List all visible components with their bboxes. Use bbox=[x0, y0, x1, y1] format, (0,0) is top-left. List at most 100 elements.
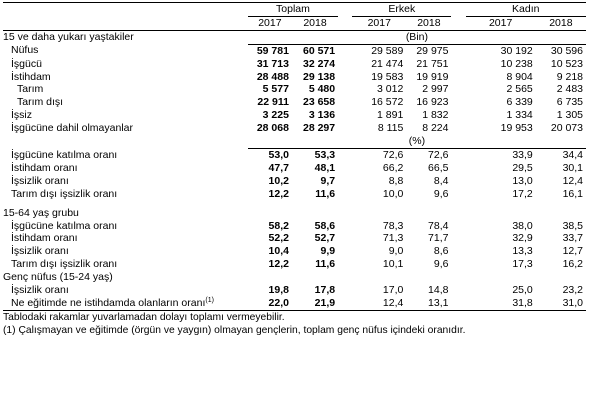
value-cell: 10,1 bbox=[382, 258, 404, 271]
table-row: İstihdam oranı 52,2 52,7 71,3 71,7 32,9 33,7 bbox=[3, 232, 586, 245]
table-row: İşgücüne dahil olmayanlar 28 068 28 297 8 1… bbox=[3, 122, 586, 135]
value-cell: 78,3 bbox=[382, 219, 404, 232]
value-cell: 9,9 bbox=[320, 245, 336, 258]
value-cell: 19,8 bbox=[268, 284, 289, 297]
value-cell: 10,2 bbox=[268, 174, 289, 187]
row-label: Tarım dışı işsizlik oranı bbox=[11, 258, 118, 271]
value-cell: 3 225 bbox=[262, 109, 289, 122]
value-cell: 19 953 bbox=[500, 122, 533, 135]
value-cell: 34,4 bbox=[562, 148, 583, 161]
section-title-row: 15 ve daha yukarı yaştakiler (Bin) bbox=[3, 30, 586, 45]
row-label: Tarım dışı işsizlik oranı bbox=[11, 187, 118, 200]
value-cell: 1 891 bbox=[377, 109, 404, 122]
value-cell: 58,6 bbox=[314, 219, 336, 232]
table-row: Tarım dışı 22 911 23 658 16 572 16 923 6 339 6… bbox=[3, 96, 586, 109]
group-header-erkek: Erkek bbox=[352, 2, 452, 17]
row-label: İşgücüne dahil olmayanlar bbox=[11, 122, 133, 135]
value-cell: 12,2 bbox=[268, 258, 289, 271]
table-row: İşsizlik oranı 10,4 9,9 9,0 8,6 13,3 12,7 bbox=[3, 245, 586, 258]
section-title-row: 15-64 yaş grubu bbox=[3, 207, 586, 220]
value-cell: 28 488 bbox=[256, 70, 289, 83]
value-cell: 12,7 bbox=[562, 245, 583, 258]
row-label: İstihdam oranı bbox=[11, 232, 78, 245]
value-cell: 13,0 bbox=[512, 174, 533, 187]
value-cell: 31,8 bbox=[465, 296, 536, 311]
value-cell: 2 997 bbox=[422, 83, 449, 96]
value-cell: 31,0 bbox=[535, 296, 586, 311]
value-cell: 72,6 bbox=[382, 148, 404, 161]
value-cell: 31 713 bbox=[256, 57, 289, 70]
value-cell: 28 297 bbox=[302, 122, 336, 135]
value-cell: 38,0 bbox=[512, 219, 533, 232]
row-label: İşgücüne katılma oranı bbox=[11, 148, 118, 161]
table-row: İşsizlik oranı 19,8 17,8 17,0 14,8 25,0 23,2 bbox=[3, 284, 586, 297]
value-cell: 17,3 bbox=[512, 258, 533, 271]
table-row: Tarım 5 577 5 480 3 012 2 997 2 565 2 483 bbox=[3, 83, 586, 96]
value-cell: 30,1 bbox=[562, 161, 583, 174]
value-cell: 17,0 bbox=[382, 284, 404, 297]
value-cell: 8,8 bbox=[388, 174, 404, 187]
value-cell: 8 904 bbox=[506, 70, 533, 83]
section-title: 15-64 yaş grubu bbox=[3, 206, 79, 219]
value-cell: 2 483 bbox=[556, 83, 583, 96]
value-cell: 6 339 bbox=[506, 96, 533, 109]
value-cell: 66,2 bbox=[382, 161, 404, 174]
value-cell: 12,2 bbox=[268, 187, 289, 200]
value-cell: 11,6 bbox=[315, 187, 336, 200]
value-cell: 9,0 bbox=[388, 245, 404, 258]
value-cell: 13,1 bbox=[406, 296, 452, 311]
unit-row: (%) bbox=[3, 135, 586, 149]
value-cell: 10,4 bbox=[268, 245, 289, 258]
table-row: İşgücüne katılma oranı 53,0 53,3 72,6 72,6 33… bbox=[3, 148, 586, 161]
value-cell: 10,0 bbox=[382, 187, 404, 200]
value-cell: 9,6 bbox=[433, 187, 449, 200]
year-header: 2018 bbox=[291, 16, 339, 31]
value-cell: 29 589 bbox=[371, 44, 404, 57]
value-cell: 32,9 bbox=[512, 232, 533, 245]
footnote-neet-definition: (1) Çalışmayan ve eğitimde (örgün ve yay… bbox=[3, 324, 466, 336]
value-cell: 53,3 bbox=[314, 148, 336, 161]
value-cell: 8,4 bbox=[433, 174, 449, 187]
value-cell: 16,2 bbox=[562, 258, 583, 271]
value-cell: 21,9 bbox=[291, 296, 339, 311]
value-cell: 19 919 bbox=[416, 70, 449, 83]
value-cell: 71,3 bbox=[382, 232, 404, 245]
table-row: İşgücüne katılma oranı 58,2 58,6 78,3 78,4 38… bbox=[3, 220, 586, 233]
table-row: Tarım dışı işsizlik oranı 12,2 11,6 10,0 9,6… bbox=[3, 188, 586, 201]
value-cell: 30 596 bbox=[550, 44, 583, 57]
value-cell: 9,7 bbox=[320, 174, 336, 187]
value-cell: 28 068 bbox=[256, 122, 289, 135]
value-cell: 22,0 bbox=[247, 296, 292, 311]
value-cell: 23 658 bbox=[302, 96, 336, 109]
row-label: İstihdam oranı bbox=[11, 161, 78, 174]
section-title-row: Genç nüfus (15-24 yaş) bbox=[3, 271, 586, 284]
year-header: 2017 bbox=[352, 16, 407, 31]
year-header: 2017 bbox=[247, 16, 292, 31]
value-cell: 9 218 bbox=[556, 70, 583, 83]
table-row: İşsiz 3 225 3 136 1 891 1 832 1 334 1 305 bbox=[3, 109, 586, 122]
value-cell: 25,0 bbox=[512, 284, 533, 297]
table-row: İstihdam oranı 47,7 48,1 66,2 66,5 29,5 30,1 bbox=[3, 162, 586, 175]
row-label: İşsizlik oranı bbox=[11, 245, 69, 258]
value-cell: 38,5 bbox=[562, 219, 583, 232]
year-header: 2018 bbox=[406, 16, 452, 31]
row-label: Tarım bbox=[17, 83, 44, 96]
value-cell: 59 781 bbox=[256, 44, 289, 57]
value-cell: 11,6 bbox=[315, 258, 336, 271]
year-header: 2017 bbox=[465, 16, 536, 31]
value-cell: 5 480 bbox=[308, 83, 336, 96]
value-cell: 52,2 bbox=[268, 232, 289, 245]
value-cell: 13,3 bbox=[512, 245, 533, 258]
value-cell: 29 975 bbox=[416, 44, 449, 57]
value-cell: 22 911 bbox=[257, 96, 289, 109]
value-cell: 72,6 bbox=[428, 148, 449, 161]
value-cell: 12,4 bbox=[352, 296, 407, 311]
value-cell: 19 583 bbox=[371, 70, 404, 83]
value-cell: 48,1 bbox=[314, 161, 336, 174]
table-row: İşgücü 31 713 32 274 21 474 21 751 10 238 10 5… bbox=[3, 58, 586, 71]
table-row: Ne eğitimde ne istihdamda olanların oran… bbox=[3, 296, 586, 311]
row-label: İstihdam bbox=[11, 70, 51, 83]
value-cell: 47,7 bbox=[268, 161, 289, 174]
table-row: Nüfus 59 781 60 571 29 589 29 975 30 192 30 59… bbox=[3, 44, 586, 57]
value-cell: 78,4 bbox=[428, 219, 449, 232]
